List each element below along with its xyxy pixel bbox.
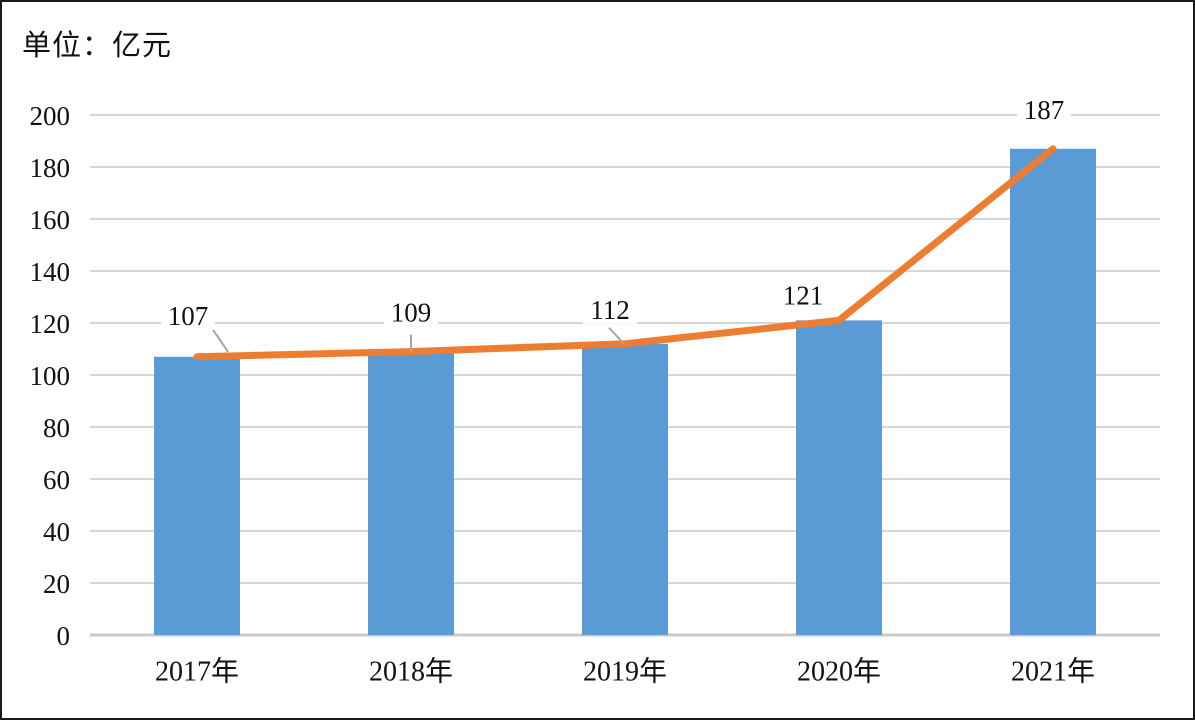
data-label-bg: [384, 296, 438, 327]
y-tick-label: 100: [30, 361, 71, 391]
y-tick-label: 0: [57, 621, 71, 651]
y-tick-label: 40: [43, 517, 70, 547]
label-leader-line: [608, 327, 626, 346]
bar-2017年: [154, 356, 240, 635]
y-tick-label: 160: [30, 205, 71, 235]
data-label: 121: [783, 280, 824, 310]
bar-2018年: [368, 351, 454, 635]
data-label-bg: [776, 279, 830, 310]
data-label-bg: [583, 293, 637, 324]
data-label: 187: [1024, 95, 1065, 125]
data-label-bg: [1017, 93, 1071, 124]
y-tick-label: 20: [43, 569, 70, 599]
data-label-bg: [161, 299, 215, 330]
bar-2020年: [796, 320, 882, 635]
y-tick-label: 80: [43, 413, 70, 443]
y-tick-label: 140: [30, 257, 71, 287]
x-axis-label: 2017年: [155, 656, 239, 688]
label-leader-line: [212, 329, 229, 353]
bar-2021年: [1010, 148, 1096, 636]
data-label: 107: [168, 301, 209, 331]
x-axis-label: 2020年: [797, 656, 881, 688]
y-tick-label: 120: [30, 309, 71, 339]
trend-line: [193, 145, 1057, 361]
x-axis-label: 2018年: [369, 656, 453, 688]
data-label: 109: [391, 298, 432, 328]
y-tick-label: 60: [43, 465, 70, 495]
y-tick-label: 180: [30, 153, 71, 183]
bar-2019年: [582, 343, 668, 635]
y-tick-label: 200: [30, 101, 71, 131]
unit-label: 单位：亿元: [22, 30, 173, 62]
data-label: 112: [590, 295, 630, 325]
x-axis-label: 2021年: [1011, 656, 1095, 688]
x-axis-label: 2019年: [583, 656, 667, 688]
